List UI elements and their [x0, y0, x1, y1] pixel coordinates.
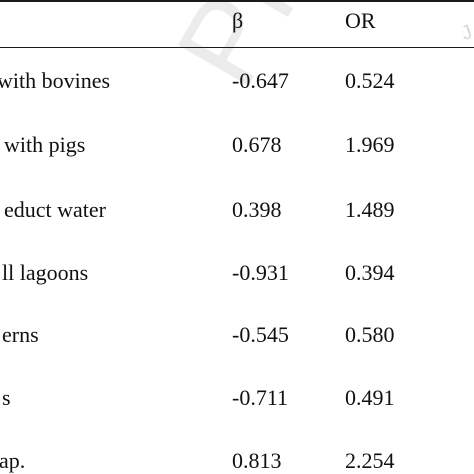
row-beta: -0.931	[232, 260, 289, 285]
row-or: 1.969	[345, 132, 395, 157]
row-or: 2.254	[345, 448, 395, 473]
row-or: 1.489	[345, 197, 395, 222]
row-or: 0.394	[345, 260, 395, 285]
row-or: 0.524	[345, 68, 395, 93]
row-label: ll lagoons	[2, 260, 89, 285]
row-label: educt water	[4, 197, 106, 222]
row-label: with bovines	[0, 68, 111, 93]
row-label: with pigs	[4, 132, 86, 157]
header-beta: β	[232, 8, 244, 33]
row-beta: 0.398	[232, 197, 282, 222]
row-label: ap.	[0, 448, 26, 473]
row-beta: 0.813	[232, 448, 282, 473]
row-or: 0.580	[345, 322, 395, 347]
table-top-rule	[0, 0, 474, 2]
row-label: s	[2, 385, 11, 410]
row-beta: -0.711	[232, 385, 289, 410]
table-header-rule	[0, 47, 474, 48]
row-beta: -0.647	[232, 68, 289, 93]
row-beta: 0.678	[232, 132, 282, 157]
row-or: 0.491	[345, 385, 395, 410]
header-or: OR	[345, 8, 376, 33]
watermark: Pre-proo	[150, 0, 474, 108]
row-beta: -0.545	[232, 322, 289, 347]
row-label: erns	[2, 322, 39, 347]
watermark-corner: J	[458, 20, 474, 46]
